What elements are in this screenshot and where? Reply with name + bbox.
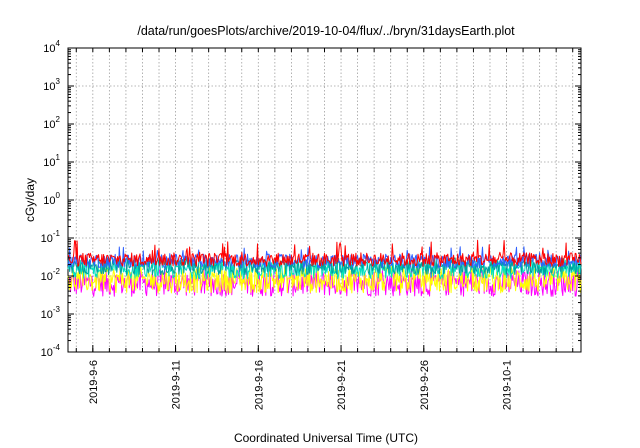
x-tick-label: 2019-10-1 — [502, 360, 514, 410]
x-tick-label: 2019-9-6 — [88, 360, 100, 404]
y-tick-label: 104 — [43, 39, 60, 55]
y-tick-label: 10-3 — [41, 305, 61, 321]
chart-title: /data/run/goesPlots/archive/2019-10-04/f… — [137, 24, 515, 38]
x-ticks: 2019-9-6 2019-9-11 2019-9-16 2019-9-21 2019-… — [75, 48, 574, 410]
y-axis-label: cGy/day — [23, 178, 37, 222]
y-tick-label: 100 — [43, 191, 60, 207]
x-tick-label: 2019-9-16 — [253, 360, 265, 410]
x-axis-label: Coordinated Universal Time (UTC) — [234, 431, 418, 445]
y-tick-label: 10-4 — [41, 343, 61, 359]
y-tick-label: 101 — [43, 153, 60, 169]
grid-lines — [68, 48, 581, 352]
data-series-line — [67, 264, 582, 294]
data-series-line — [67, 264, 582, 297]
y-tick-label: 10-1 — [41, 229, 61, 245]
x-tick-label: 2019-9-21 — [336, 360, 348, 410]
x-tick-label: 2019-9-11 — [171, 360, 183, 409]
data-series-line — [67, 239, 582, 267]
y-tick-label: 102 — [43, 115, 60, 131]
y-tick-label: 103 — [43, 77, 60, 93]
y-tick-label: 10-2 — [41, 267, 61, 283]
series-group — [67, 239, 582, 297]
y-ticks: 10-4 10-3 10-2 10-1 100 101 102 103 104 — [41, 39, 581, 359]
x-tick-label: 2019-9-26 — [419, 360, 431, 410]
